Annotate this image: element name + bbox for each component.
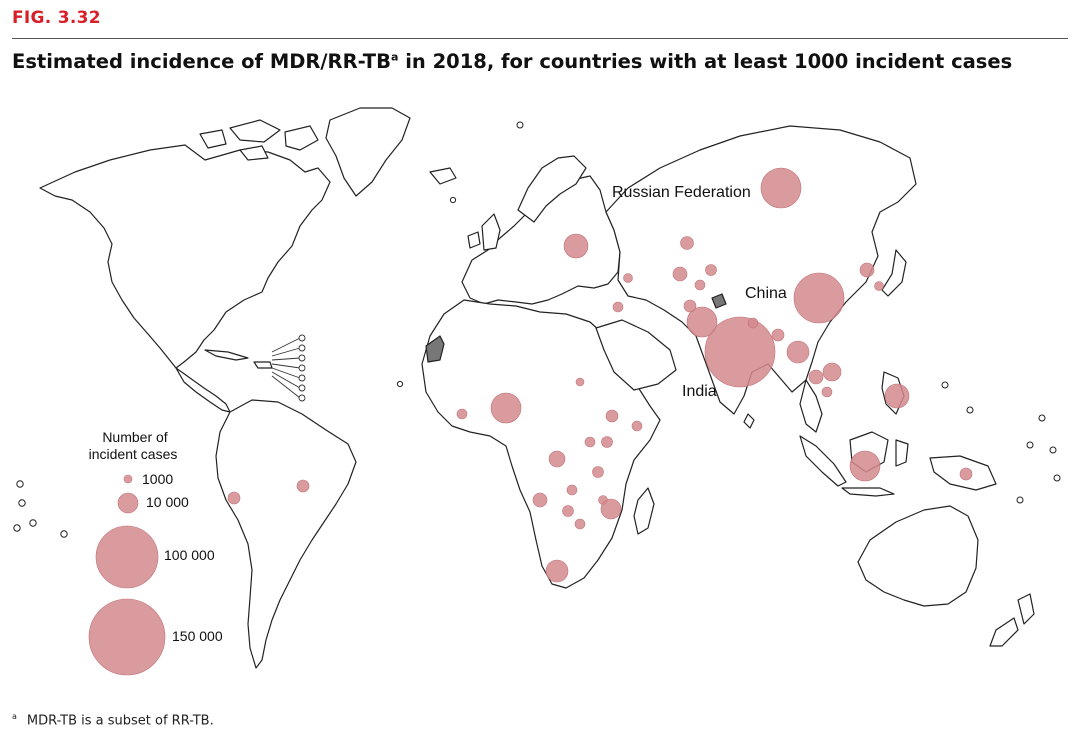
asia bbox=[605, 125, 917, 415]
bubble-kenya bbox=[601, 436, 613, 448]
bubble-dpr-korea bbox=[859, 262, 875, 278]
bubble-china bbox=[793, 272, 845, 324]
footnote: a MDR-TB is a subset of RR-TB. bbox=[12, 712, 214, 728]
bubble-afghanistan bbox=[683, 299, 697, 313]
legend: Number of incident cases 1000 10 000 100… bbox=[88, 429, 223, 676]
bubble-azerbaijan bbox=[623, 273, 633, 283]
label-china: China bbox=[745, 285, 787, 302]
bubble-mozambique bbox=[600, 498, 622, 520]
africa bbox=[421, 299, 661, 589]
legend-swatch-1000 bbox=[123, 474, 133, 484]
great-britain bbox=[481, 213, 501, 251]
arabian-peninsula bbox=[595, 319, 677, 391]
bubble-thailand bbox=[808, 369, 824, 385]
bubble-angola bbox=[532, 492, 548, 508]
bubble-sudan bbox=[575, 377, 585, 387]
bubble-eswatini bbox=[574, 518, 586, 530]
bubble-indonesia bbox=[849, 450, 881, 482]
legend-label-100000: 100 000 bbox=[164, 547, 215, 563]
bubble-tajikistan bbox=[694, 279, 706, 291]
bubble-cambodia bbox=[821, 386, 833, 398]
south-america bbox=[215, 399, 357, 669]
greenland bbox=[325, 107, 411, 197]
caribbean-cuba bbox=[204, 349, 249, 361]
caribbean-hispaniola bbox=[253, 361, 273, 369]
ireland bbox=[467, 231, 481, 249]
sulawesi bbox=[895, 439, 909, 467]
bubble-zambia bbox=[566, 484, 578, 496]
title-footnote-marker: a bbox=[390, 50, 399, 64]
bubble-kyrgyzstan bbox=[705, 264, 717, 276]
title-rest: in 2018, for countries with at least 100… bbox=[398, 50, 1013, 73]
north-america bbox=[39, 144, 331, 369]
legend-label-10000: 10 000 bbox=[146, 494, 189, 510]
bubble-ukraine bbox=[563, 233, 589, 259]
new-zealand-south bbox=[989, 617, 1019, 647]
bubble-zimbabwe bbox=[562, 505, 574, 517]
bubble-pakistan bbox=[686, 306, 718, 338]
iceland bbox=[429, 167, 457, 185]
bubble-cote-divoire bbox=[456, 408, 468, 420]
bubble-nepal bbox=[747, 317, 759, 329]
sumatra bbox=[799, 435, 847, 487]
bubble-somalia bbox=[631, 420, 643, 432]
legend-swatch-150000 bbox=[88, 598, 166, 676]
bubble-myanmar bbox=[786, 340, 810, 364]
bubble-kazakhstan bbox=[680, 236, 694, 250]
new-zealand-north bbox=[1017, 593, 1035, 625]
title-main: Estimated incidence of MDR/RR-TB bbox=[12, 50, 391, 73]
label-india: India bbox=[682, 383, 717, 400]
footnote-text: MDR-TB is a subset of RR-TB. bbox=[26, 713, 214, 729]
madagascar bbox=[633, 487, 655, 535]
indochina bbox=[799, 379, 823, 433]
japan bbox=[881, 249, 907, 297]
bubble-republic-korea bbox=[874, 281, 884, 291]
incidence-bubbles bbox=[227, 167, 973, 583]
label-russian-federation: Russian Federation bbox=[612, 184, 751, 201]
figure-label: FIG. 3.32 bbox=[12, 8, 101, 28]
legend-title-line1: Number of bbox=[102, 429, 167, 445]
arctic-island-3 bbox=[199, 129, 227, 149]
legend-title-line2: incident cases bbox=[89, 446, 178, 462]
title-divider bbox=[12, 38, 1068, 39]
sri-lanka bbox=[743, 413, 755, 429]
land-masses bbox=[39, 107, 1035, 669]
scandinavia bbox=[517, 155, 587, 223]
arctic-island-2 bbox=[284, 125, 319, 151]
central-america bbox=[175, 367, 231, 413]
bubble-uzbekistan bbox=[672, 266, 688, 282]
bubble-russian-federation bbox=[760, 167, 802, 209]
bubble-brazil bbox=[296, 479, 310, 493]
caribbean-callouts bbox=[271, 334, 306, 402]
western-sahara bbox=[425, 335, 445, 363]
java bbox=[841, 487, 895, 497]
legend-label-150000: 150 000 bbox=[172, 628, 223, 644]
bubble-ethiopia bbox=[605, 409, 619, 423]
bubble-uganda bbox=[584, 436, 596, 448]
legend-swatch-10000 bbox=[117, 492, 139, 514]
kashmir-region bbox=[711, 293, 727, 309]
bubble-dr-congo bbox=[548, 450, 566, 468]
bubble-tanzania bbox=[592, 466, 604, 478]
bubble-viet-nam bbox=[822, 362, 842, 382]
bubble-papua-new-guinea bbox=[959, 467, 973, 481]
bubble-peru bbox=[227, 491, 241, 505]
legend-label-1000: 1000 bbox=[142, 471, 173, 487]
bubble-philippines bbox=[884, 383, 910, 409]
small-islands bbox=[13, 121, 1061, 538]
bubble-south-africa bbox=[545, 559, 569, 583]
arctic-island-1 bbox=[229, 119, 281, 143]
figure-title: Estimated incidence of MDR/RR-TBa in 201… bbox=[12, 50, 1012, 73]
bubble-bangladesh bbox=[771, 328, 785, 342]
arctic-island-4 bbox=[239, 145, 269, 161]
australia bbox=[857, 505, 979, 607]
bubble-nigeria bbox=[490, 392, 522, 424]
footnote-marker: a bbox=[12, 712, 17, 721]
bubble-india bbox=[704, 316, 776, 388]
bubble-iraq bbox=[612, 301, 624, 313]
legend-swatch-100000 bbox=[95, 525, 159, 589]
